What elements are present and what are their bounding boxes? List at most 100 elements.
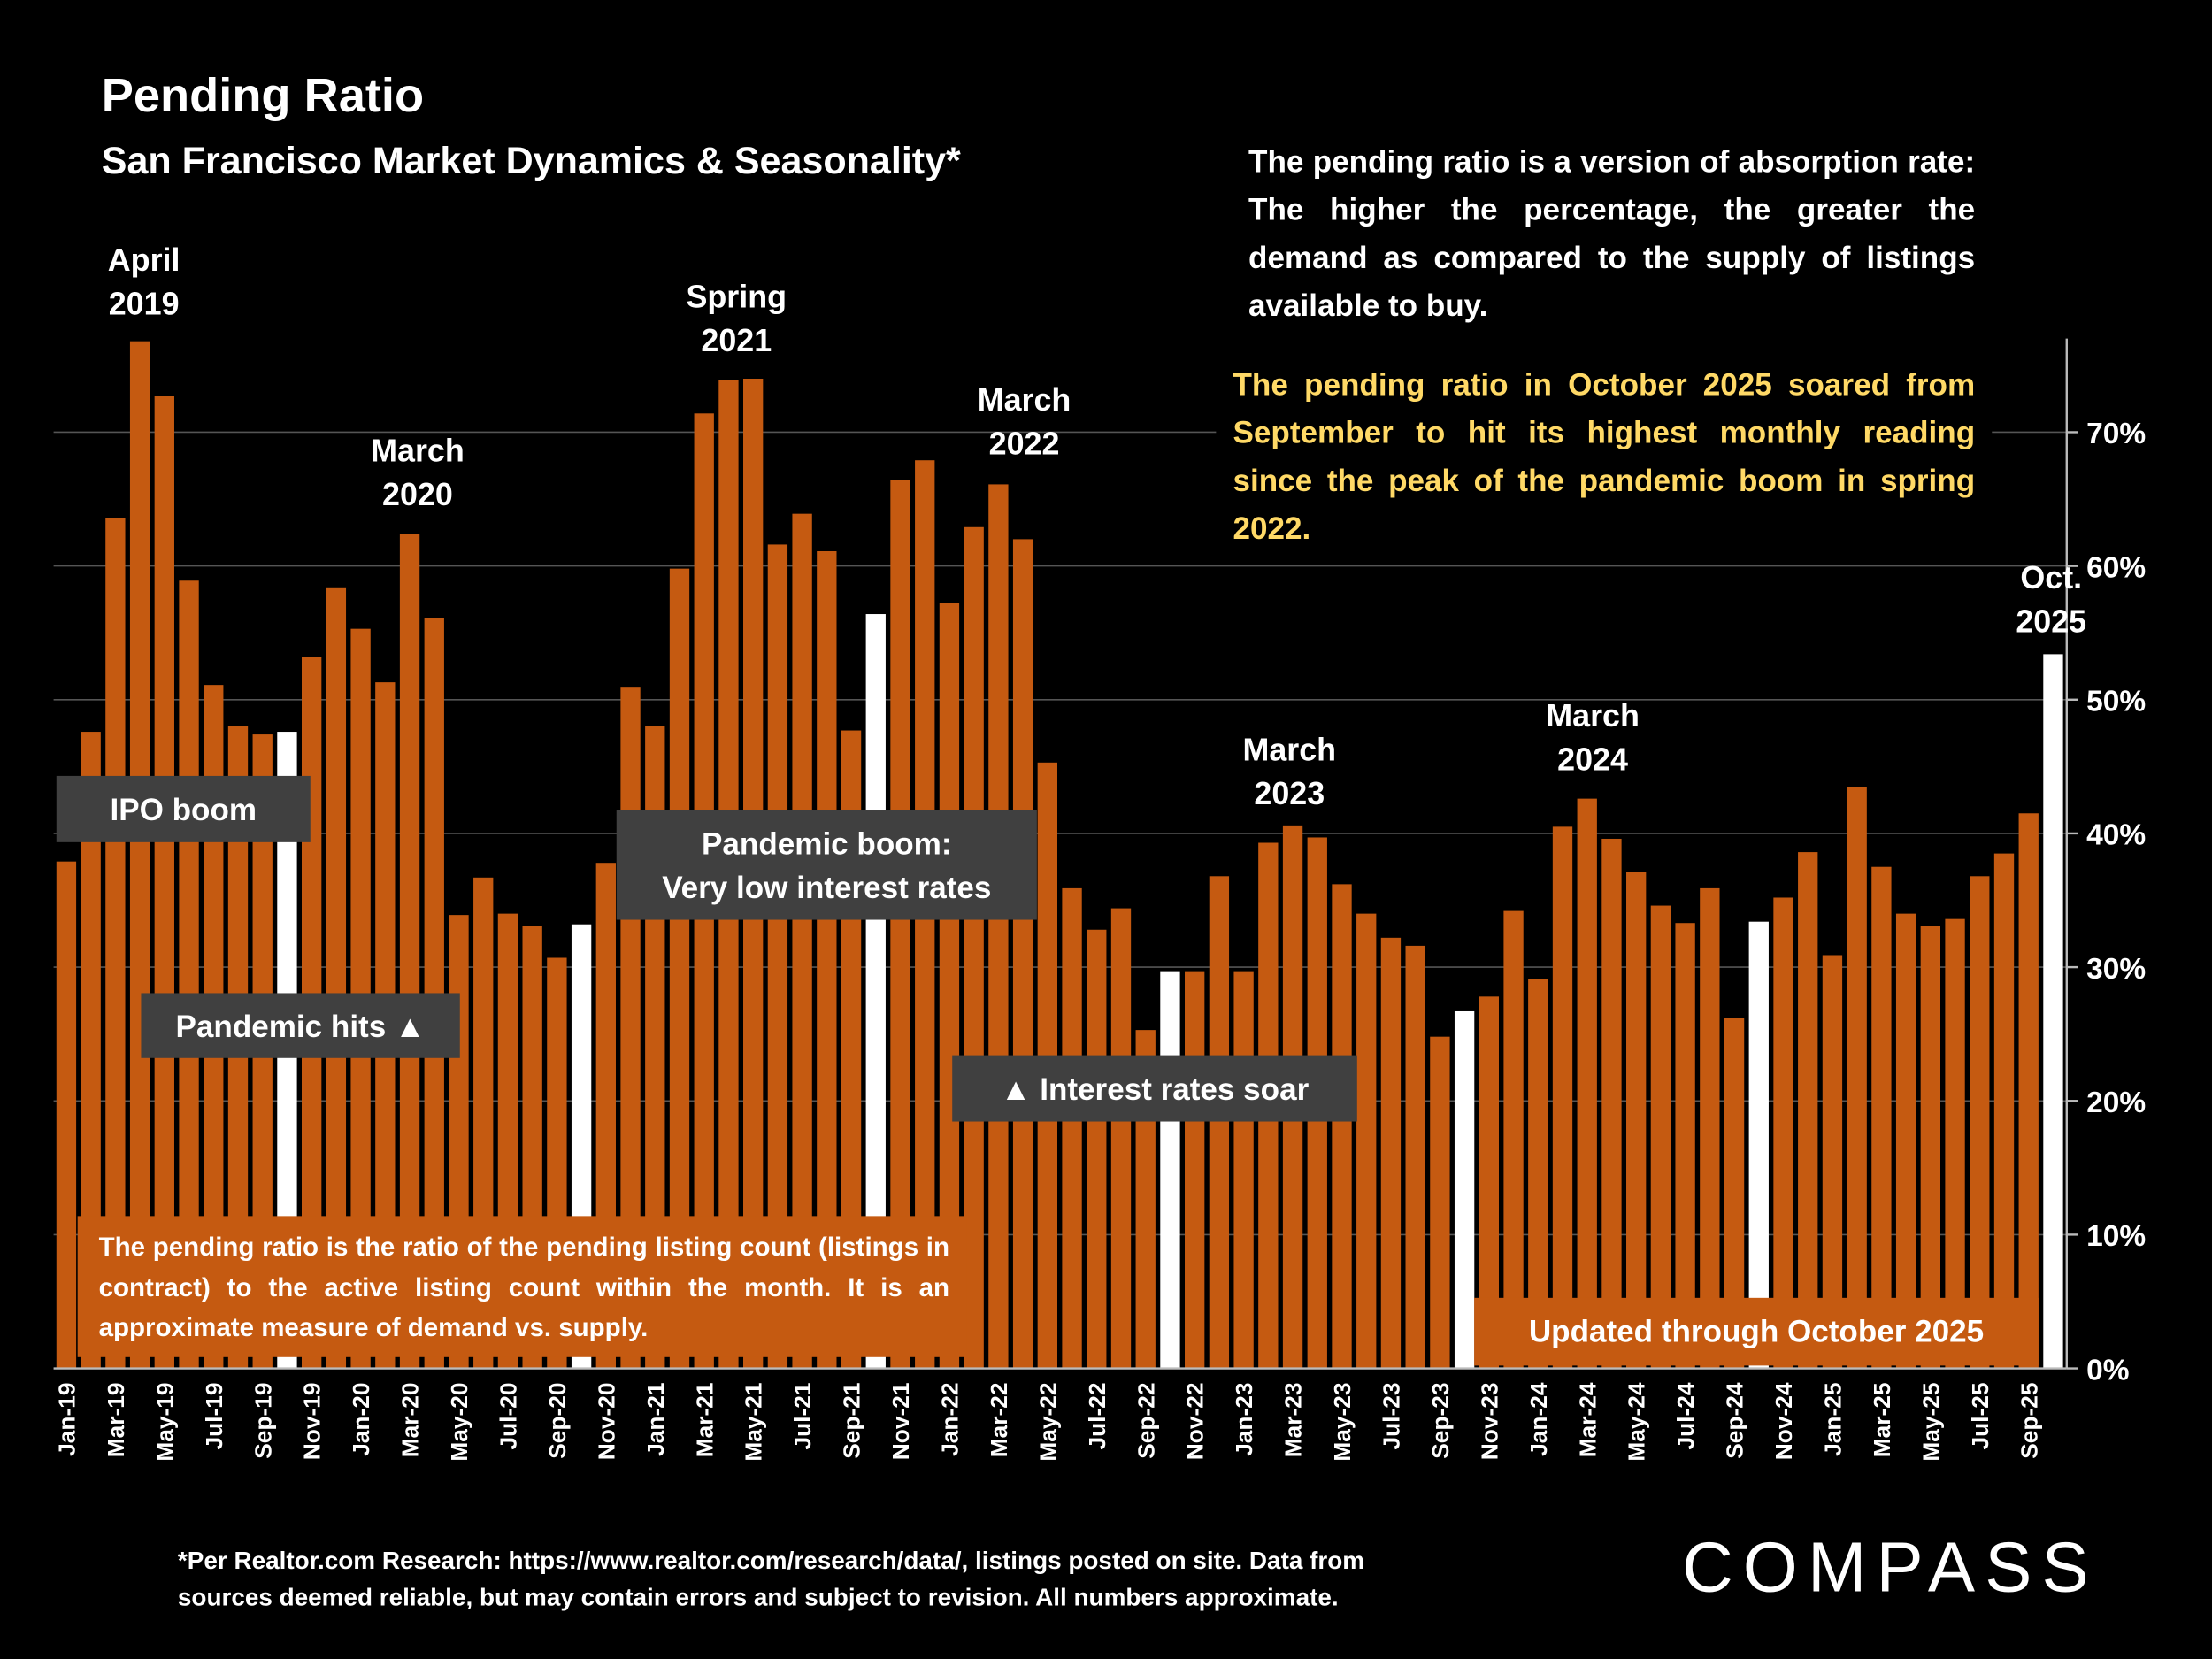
y-tick-label: 10%	[2086, 1220, 2146, 1253]
bar	[1209, 876, 1230, 1369]
x-tick-label: Nov-21	[887, 1383, 914, 1461]
x-tick-label: May-21	[741, 1382, 767, 1461]
x-tick-label: Jul-24	[1672, 1382, 1699, 1449]
bar	[81, 732, 101, 1369]
footnote: sources deemed reliable, but may contain…	[178, 1583, 1339, 1610]
bar	[1012, 539, 1033, 1369]
bar	[1871, 866, 1892, 1369]
bar	[1822, 955, 1843, 1369]
bar	[1650, 905, 1671, 1369]
description-box: The pending ratio is a version of absorp…	[1248, 143, 1976, 324]
event-box	[56, 775, 311, 842]
bar	[1577, 798, 1597, 1369]
bar	[105, 518, 126, 1369]
x-tick-label: Mar-22	[986, 1383, 1012, 1458]
bar	[2043, 654, 2063, 1369]
x-tick-label: Mar-20	[397, 1383, 424, 1458]
bar	[1773, 897, 1793, 1369]
event-box	[952, 1055, 1357, 1122]
bar	[399, 534, 420, 1369]
bar	[1430, 1036, 1450, 1369]
peak-label: March	[978, 382, 1071, 418]
x-tick-label: May-25	[1917, 1383, 1944, 1462]
bar	[988, 484, 1009, 1369]
x-tick-label: May-23	[1329, 1383, 1356, 1462]
bar	[1748, 921, 1769, 1369]
bar	[1700, 887, 1720, 1369]
x-tick-label: Nov-24	[1770, 1382, 1797, 1460]
y-tick-label: 70%	[2086, 418, 2146, 450]
bar	[1552, 826, 1573, 1369]
peak-label: 2019	[109, 287, 180, 322]
text-backdrop	[1216, 129, 1993, 560]
bar	[792, 513, 812, 1369]
x-tick-label: Jan-23	[1231, 1382, 1257, 1455]
chart-subtitle: San Francisco Market Dynamics & Seasonal…	[102, 140, 961, 182]
highlight-text: The pending ratio in October 2025 soared…	[1233, 366, 1976, 547]
updated-background	[1474, 1297, 2039, 1366]
bar	[1601, 838, 1622, 1369]
bar	[1920, 926, 1941, 1369]
bar	[1380, 937, 1402, 1369]
bar	[1454, 1010, 1475, 1369]
description: The pending ratio is a version of absorp…	[1248, 143, 1976, 324]
bar	[1970, 876, 1990, 1369]
x-tick-label: May-20	[446, 1383, 472, 1462]
bar	[1503, 910, 1524, 1369]
x-tick-label: Jan-22	[937, 1382, 964, 1455]
bar	[890, 480, 910, 1369]
bar	[1185, 971, 1205, 1369]
bar	[1087, 929, 1107, 1369]
y-tick-label: 20%	[2086, 1087, 2146, 1119]
bar	[1945, 918, 1965, 1369]
y-tick-label: 60%	[2086, 551, 2146, 584]
definition-background	[77, 1216, 967, 1357]
peak-label: 2022	[989, 426, 1060, 461]
y-tick-label: 50%	[2086, 686, 2146, 718]
x-tick-label: Jul-19	[201, 1383, 227, 1450]
x-tick-label: Jan-25	[1820, 1383, 1847, 1456]
x-tick-label: Sep-23	[1427, 1383, 1454, 1459]
x-tick-label: Sep-25	[2016, 1383, 2042, 1459]
x-tick-label: Mar-25	[1869, 1383, 1895, 1458]
bar	[865, 614, 886, 1369]
x-tick-label: Sep-24	[1722, 1382, 1748, 1459]
event-box	[616, 810, 1037, 920]
bar	[129, 341, 150, 1369]
event-box	[141, 993, 460, 1058]
logo: COMPASS	[1682, 1527, 2099, 1606]
y-tick-label: 40%	[2086, 819, 2146, 852]
event-label: Very low interest rates	[662, 871, 991, 905]
bar	[1356, 913, 1377, 1369]
definition-note: The pending ratio is the ratio of the pe…	[98, 1231, 950, 1342]
peak-label: 2021	[701, 323, 772, 358]
event-label: Pandemic hits ▲	[176, 1010, 426, 1044]
bar	[1062, 887, 1082, 1369]
y-tick-label: 0%	[2086, 1354, 2129, 1386]
bar	[964, 526, 984, 1369]
updated-note: Updated through October 2025	[1529, 1314, 1984, 1348]
bar	[1993, 853, 2015, 1369]
peak-label: 2025	[2016, 603, 2086, 639]
peak-label: 2023	[1254, 776, 1325, 811]
bar	[939, 603, 960, 1369]
annotations: 0% 10% 20% 30% 40% 50% 60% 70% Jan-19 Mar-19 May-1…	[54, 242, 2147, 1462]
peak-label: March	[1546, 698, 1640, 733]
peak-label: Oct.	[2020, 560, 2082, 595]
x-tick-label: Nov-20	[593, 1383, 619, 1461]
bar	[1626, 872, 1647, 1369]
peak-label: March	[1242, 732, 1336, 767]
bar	[1233, 971, 1254, 1369]
bar	[154, 396, 174, 1369]
x-tick-label: Jul-25	[1967, 1383, 1993, 1450]
definition-box: The pending ratio is the ratio of the pe…	[98, 1231, 950, 1342]
x-tick-label: Jul-22	[1084, 1383, 1110, 1450]
bar	[1110, 908, 1132, 1369]
chart-title: Pending Ratio	[102, 69, 424, 122]
event-label: ▲ Interest rates soar	[1001, 1072, 1310, 1107]
x-tick-label: Jan-20	[348, 1383, 374, 1456]
bar	[1528, 979, 1548, 1369]
bar	[56, 861, 77, 1369]
